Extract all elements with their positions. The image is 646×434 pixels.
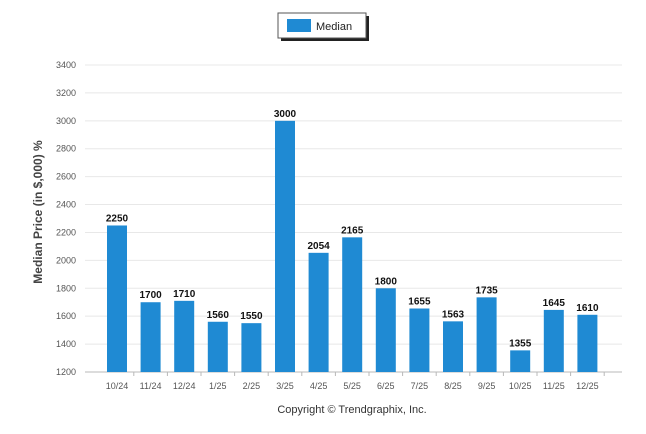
bar[interactable] bbox=[375, 288, 396, 372]
data-label: 1700 bbox=[139, 290, 162, 301]
y-tick-label: 2200 bbox=[56, 227, 76, 237]
y-axis-title: Median Price (in $,000) % bbox=[31, 140, 45, 284]
bar[interactable] bbox=[543, 309, 564, 372]
data-label: 1610 bbox=[576, 303, 599, 314]
data-label: 1560 bbox=[207, 310, 230, 321]
bars bbox=[107, 120, 598, 373]
bar[interactable] bbox=[510, 350, 531, 372]
bar[interactable] bbox=[409, 308, 430, 372]
x-tick-label: 8/25 bbox=[444, 381, 462, 391]
x-tick-label: 2/25 bbox=[243, 381, 261, 391]
data-label: 1735 bbox=[475, 285, 498, 296]
y-tick-label: 2600 bbox=[56, 172, 76, 182]
bar[interactable] bbox=[275, 120, 295, 373]
x-tick-label: 12/25 bbox=[576, 381, 599, 391]
data-label: 1645 bbox=[543, 298, 566, 309]
x-tick-label: 3/25 bbox=[276, 381, 294, 391]
y-tick-label: 1400 bbox=[56, 339, 76, 349]
x-tick-label: 7/25 bbox=[411, 381, 429, 391]
data-label: 1710 bbox=[173, 289, 196, 300]
x-axis-ticks: 10/24 11/24 12/24 1/25 2/25 3/25 4/25 5/25 6/25 7… bbox=[106, 372, 605, 391]
data-label: 1355 bbox=[509, 338, 532, 349]
data-label: 2250 bbox=[106, 213, 129, 224]
bar[interactable] bbox=[207, 321, 228, 372]
bar[interactable] bbox=[241, 323, 262, 372]
y-tick-label: 3000 bbox=[56, 116, 76, 126]
legend-label: Median bbox=[316, 21, 352, 33]
data-label: 1655 bbox=[408, 297, 431, 308]
y-tick-label: 2400 bbox=[56, 200, 76, 210]
bar[interactable] bbox=[308, 252, 329, 372]
bar[interactable] bbox=[577, 314, 598, 372]
x-tick-label: 12/24 bbox=[173, 381, 196, 391]
y-axis-ticks: 1200 1400 1600 1800 2000 2200 2400 2600 2800 3000… bbox=[56, 60, 76, 377]
y-tick-label: 2000 bbox=[56, 255, 76, 265]
x-tick-label: 11/25 bbox=[543, 381, 565, 391]
bar[interactable] bbox=[342, 237, 363, 372]
data-labels: 2250 1700 1710 1560 1550 3000 2054 2165 1800 1655… bbox=[106, 109, 599, 350]
y-tick-label: 1200 bbox=[56, 367, 76, 377]
x-tick-label: 9/25 bbox=[478, 381, 496, 391]
data-label: 1800 bbox=[375, 276, 398, 287]
data-label: 2054 bbox=[307, 241, 330, 252]
x-tick-label: 4/25 bbox=[310, 381, 328, 391]
x-tick-label: 10/24 bbox=[106, 381, 129, 391]
y-tick-label: 3200 bbox=[56, 88, 76, 98]
x-tick-label: 1/25 bbox=[209, 381, 227, 391]
data-label: 2165 bbox=[341, 225, 364, 236]
data-label: 1550 bbox=[240, 311, 263, 322]
y-tick-label: 3400 bbox=[56, 60, 76, 70]
bar[interactable] bbox=[443, 321, 463, 372]
x-tick-label: 10/25 bbox=[509, 381, 532, 391]
data-label: 3000 bbox=[274, 109, 297, 120]
bar[interactable] bbox=[140, 302, 161, 372]
x-tick-label: 11/24 bbox=[140, 381, 162, 391]
data-label: 1563 bbox=[442, 309, 465, 320]
x-tick-label: 5/25 bbox=[343, 381, 361, 391]
bar[interactable] bbox=[107, 225, 127, 372]
bar[interactable] bbox=[476, 297, 497, 372]
y-tick-label: 2800 bbox=[56, 144, 76, 154]
y-tick-label: 1800 bbox=[56, 283, 76, 293]
y-tick-label: 1600 bbox=[56, 311, 76, 321]
legend[interactable]: Median bbox=[277, 12, 369, 41]
legend-swatch bbox=[287, 19, 311, 32]
copyright-text: Copyright © Trendgraphix, Inc. bbox=[277, 404, 426, 416]
x-tick-label: 6/25 bbox=[377, 381, 395, 391]
bar[interactable] bbox=[174, 300, 195, 372]
